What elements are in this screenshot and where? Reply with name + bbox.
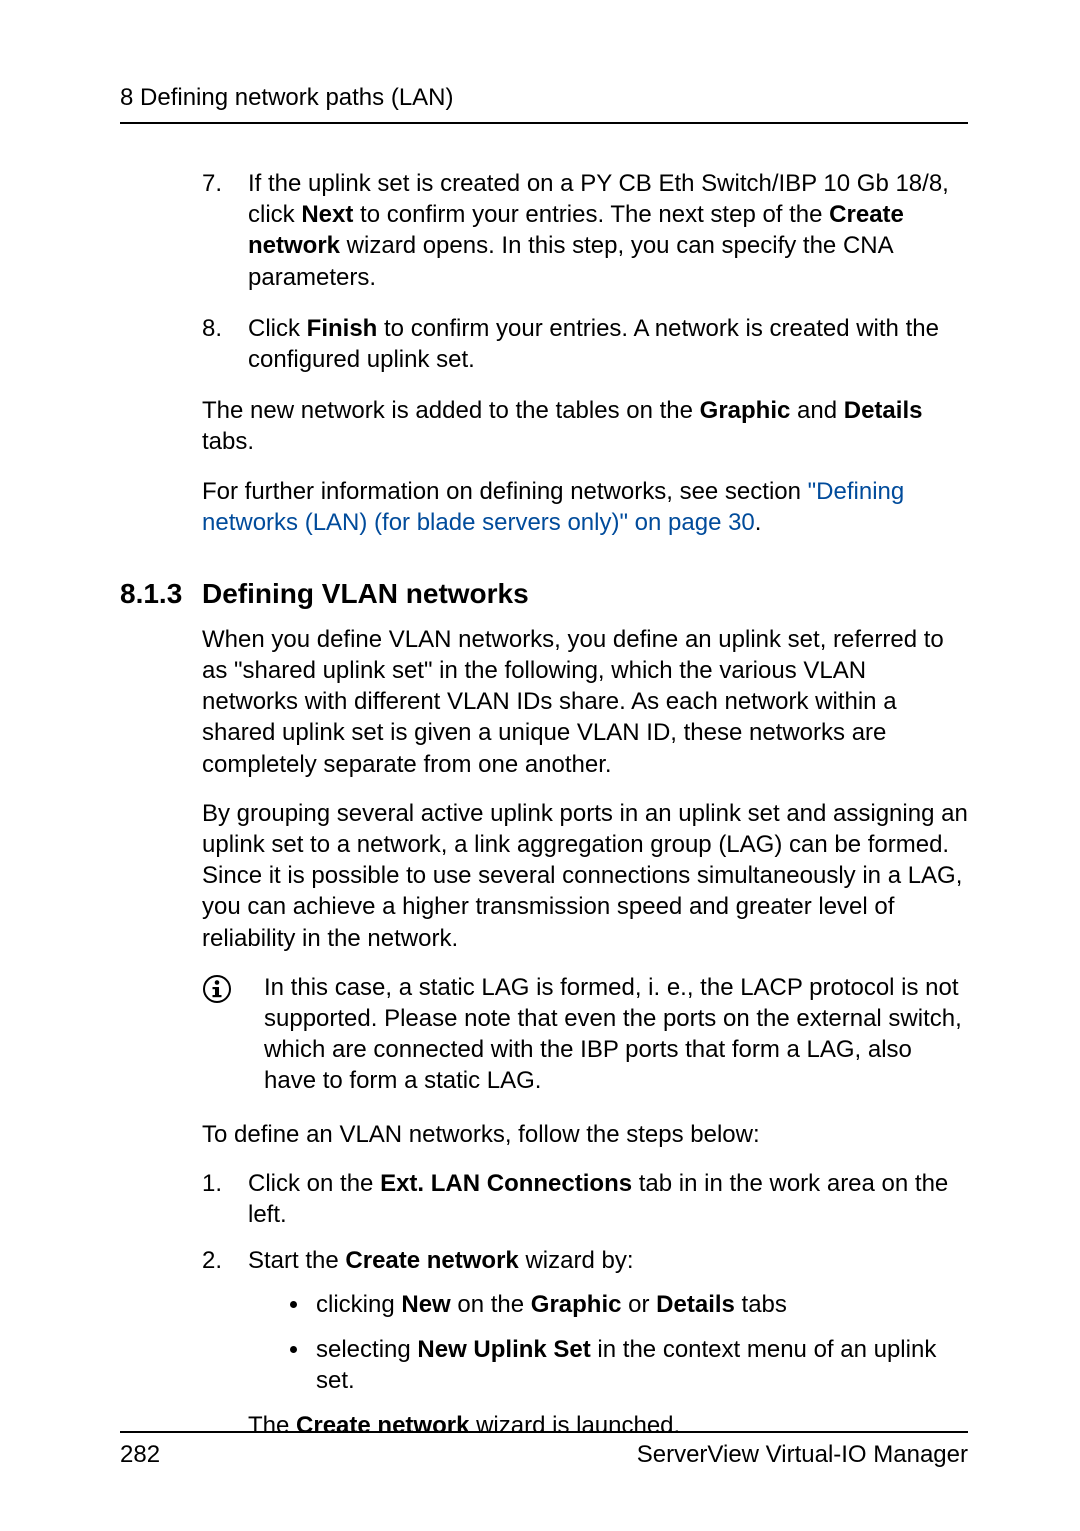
rule-bottom [120, 1431, 968, 1433]
running-head: 8 Defining network paths (LAN) [120, 84, 968, 112]
bold: Finish [307, 315, 378, 342]
text: The new network is added to the tables o… [202, 397, 700, 424]
text: wizard by: [519, 1247, 634, 1274]
footer-title: ServerView Virtual-IO Manager [637, 1441, 968, 1469]
text: tabs. [202, 428, 254, 455]
content: If the uplink set is created on a PY CB … [120, 168, 968, 1441]
paragraph: By grouping several active uplink ports … [202, 798, 968, 954]
note: In this case, a static LAG is formed, i.… [202, 972, 968, 1097]
info-icon [202, 972, 264, 1097]
text: . [755, 509, 762, 536]
text: to confirm your entries. The next step o… [353, 201, 829, 228]
section-title: Defining VLAN networks [202, 578, 529, 610]
text: tabs [735, 1291, 787, 1318]
step-2: Start the Create network wizard by: clic… [202, 1245, 968, 1441]
text: or [621, 1291, 656, 1318]
text: selecting [316, 1336, 417, 1363]
text: Click [248, 315, 307, 342]
text: wizard opens. In this step, you can spec… [248, 232, 892, 290]
list-item-8: Click Finish to confirm your entries. A … [202, 313, 968, 375]
bold: New Uplink Set [417, 1336, 590, 1363]
step-1: Click on the Ext. LAN Connections tab in… [202, 1168, 968, 1231]
sub-item: clicking New on the Graphic or Details t… [290, 1289, 968, 1320]
paragraph: When you define VLAN networks, you defin… [202, 624, 968, 780]
bold: Create network [345, 1247, 518, 1274]
text: and [790, 397, 843, 424]
footer-row: 282 ServerView Virtual-IO Manager [120, 1441, 968, 1469]
list-item-7: If the uplink set is created on a PY CB … [202, 168, 968, 293]
text: For further information on defining netw… [202, 478, 808, 505]
bold: Next [301, 201, 353, 228]
paragraph: To define an VLAN networks, follow the s… [202, 1119, 968, 1150]
page-number: 282 [120, 1441, 160, 1469]
sub-list: clicking New on the Graphic or Details t… [248, 1289, 968, 1397]
bold: Graphic [531, 1291, 622, 1318]
bold: Ext. LAN Connections [380, 1170, 632, 1197]
bold: New [401, 1291, 450, 1318]
text: on the [451, 1291, 531, 1318]
paragraph: The new network is added to the tables o… [202, 395, 968, 457]
bold: Graphic [700, 397, 791, 424]
text: Click on the [248, 1170, 380, 1197]
text: Start the [248, 1247, 345, 1274]
text: clicking [316, 1291, 401, 1318]
sub-item: selecting New Uplink Set in the context … [290, 1334, 968, 1396]
section-heading: 8.1.3 Defining VLAN networks [120, 578, 968, 610]
paragraph: For further information on defining netw… [202, 476, 968, 538]
rule-top [120, 122, 968, 124]
section-number: 8.1.3 [120, 578, 202, 610]
note-text: In this case, a static LAG is formed, i.… [264, 972, 968, 1097]
page: 8 Defining network paths (LAN) If the up… [0, 0, 1080, 1531]
footer: 282 ServerView Virtual-IO Manager [120, 1431, 968, 1469]
bold: Details [656, 1291, 735, 1318]
bold: Details [844, 397, 923, 424]
numbered-list-continued: If the uplink set is created on a PY CB … [202, 168, 968, 375]
steps-list: Click on the Ext. LAN Connections tab in… [202, 1168, 968, 1442]
